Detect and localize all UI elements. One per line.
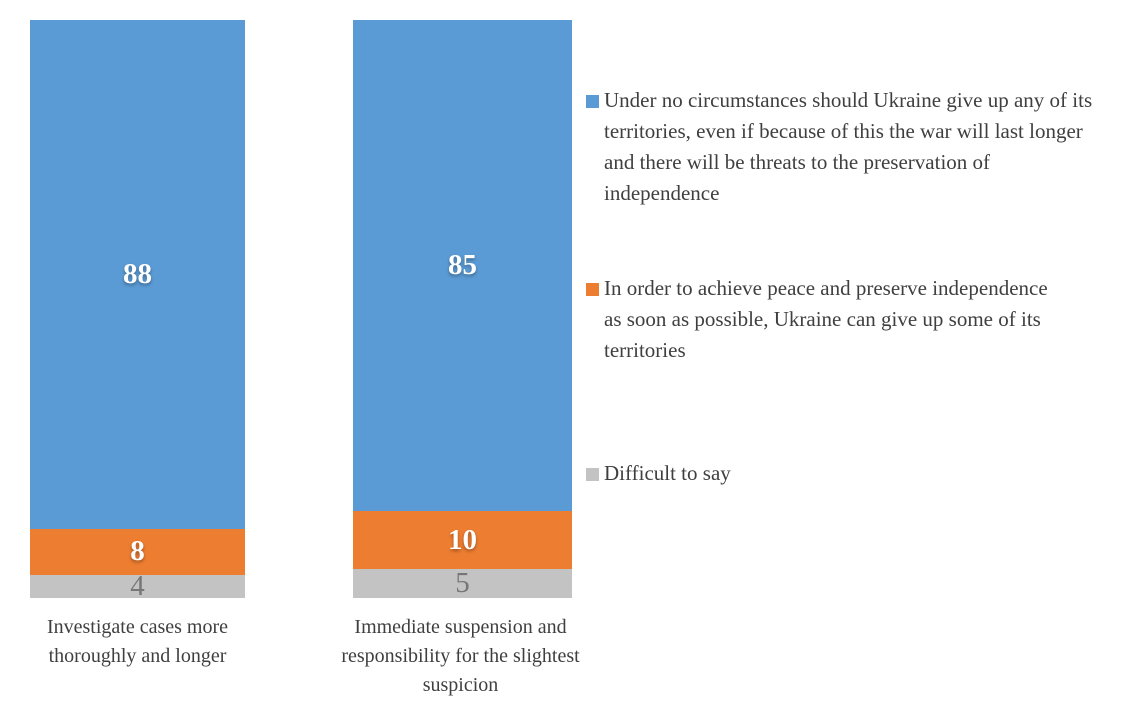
bar-investigate-cases: 88 8 4 (30, 20, 245, 602)
legend-swatch-orange-icon (586, 283, 599, 296)
legend-item-concessions-for-peace: In order to achieve peace and preserve i… (586, 273, 1059, 366)
legend-swatch-blue-icon (586, 95, 599, 108)
segment-no-territorial-concessions: 88 (30, 20, 245, 529)
segment-concessions-for-peace: 10 (353, 511, 572, 570)
category-label-immediate-suspension: Immediate suspension and responsibility … (341, 616, 580, 696)
segment-concessions-for-peace: 8 (30, 528, 245, 575)
legend-item-difficult-to-say: Difficult to say (586, 458, 731, 489)
segment-value-label: 5 (455, 567, 470, 600)
segment-value-label: 88 (123, 257, 152, 290)
legend-label-concessions-for-peace: In order to achieve peace and preserve i… (604, 276, 1048, 362)
segment-value-label: 4 (130, 569, 145, 602)
legend-item-no-territorial-concessions: Under no circumstances should Ukraine gi… (586, 85, 1109, 209)
legend-label-no-territorial-concessions: Under no circumstances should Ukraine gi… (604, 88, 1093, 205)
segment-value-label: 10 (448, 523, 477, 556)
segment-difficult-to-say: 5 (353, 569, 572, 598)
category-label-investigate-cases: Investigate cases more thoroughly and lo… (46, 616, 229, 667)
segment-value-label: 8 (130, 535, 145, 568)
plot-area: 88 8 4 85 10 5 (0, 20, 1131, 602)
segment-no-territorial-concessions: 85 (353, 20, 572, 512)
legend-swatch-gray-icon (586, 468, 599, 481)
bar-immediate-suspension: 85 10 5 (353, 20, 572, 598)
segment-value-label: 85 (448, 249, 477, 282)
legend-label-difficult-to-say: Difficult to say (604, 461, 731, 485)
segment-difficult-to-say: 4 (30, 569, 245, 602)
